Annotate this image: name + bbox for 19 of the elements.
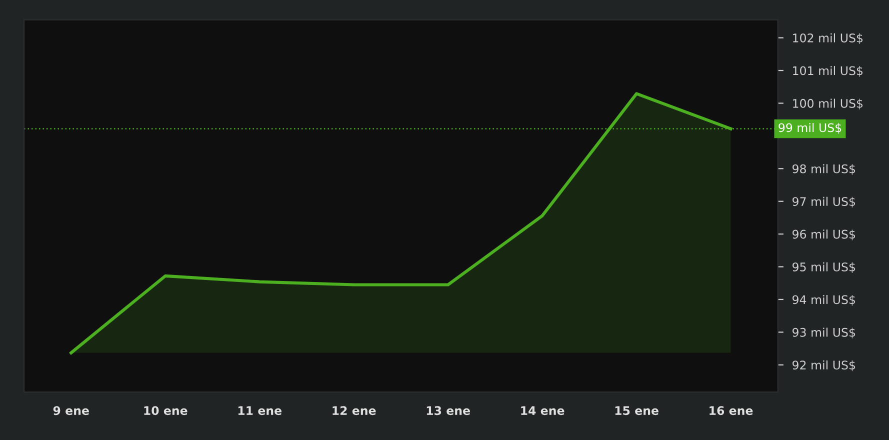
x-tick-label: 12 ene bbox=[332, 406, 376, 416]
y-tick-label: 96 mil US$ bbox=[792, 230, 856, 240]
y-tick-label: 93 mil US$ bbox=[792, 328, 856, 338]
x-tick-label: 14 ene bbox=[521, 406, 564, 416]
x-tick-label: 9 ene bbox=[53, 406, 89, 416]
y-tick-label: 94 mil US$ bbox=[792, 294, 856, 306]
y-tick-label: 92 mil US$ bbox=[792, 360, 856, 372]
y-tick-label: 101 mil US$ bbox=[793, 66, 863, 77]
x-tick-label: 15 ene bbox=[615, 406, 658, 416]
y-tick-label: 102 mil US$ bbox=[793, 33, 863, 44]
y-tick-label: 95 mil US$ bbox=[792, 262, 856, 273]
x-tick-label: 13 ene bbox=[426, 406, 470, 416]
x-tick-label: 10 ene bbox=[144, 406, 188, 416]
ref-line-label: 99 mil US$ bbox=[778, 123, 842, 134]
y-tick-label: 100 mil US$ bbox=[793, 98, 863, 110]
y-tick-label: 98 mil US$ bbox=[792, 164, 856, 175]
y-tick-label: 97 mil US$ bbox=[792, 196, 856, 208]
x-tick-label: 11 ene bbox=[238, 406, 282, 416]
x-tick-label: 16 ene bbox=[710, 406, 753, 416]
